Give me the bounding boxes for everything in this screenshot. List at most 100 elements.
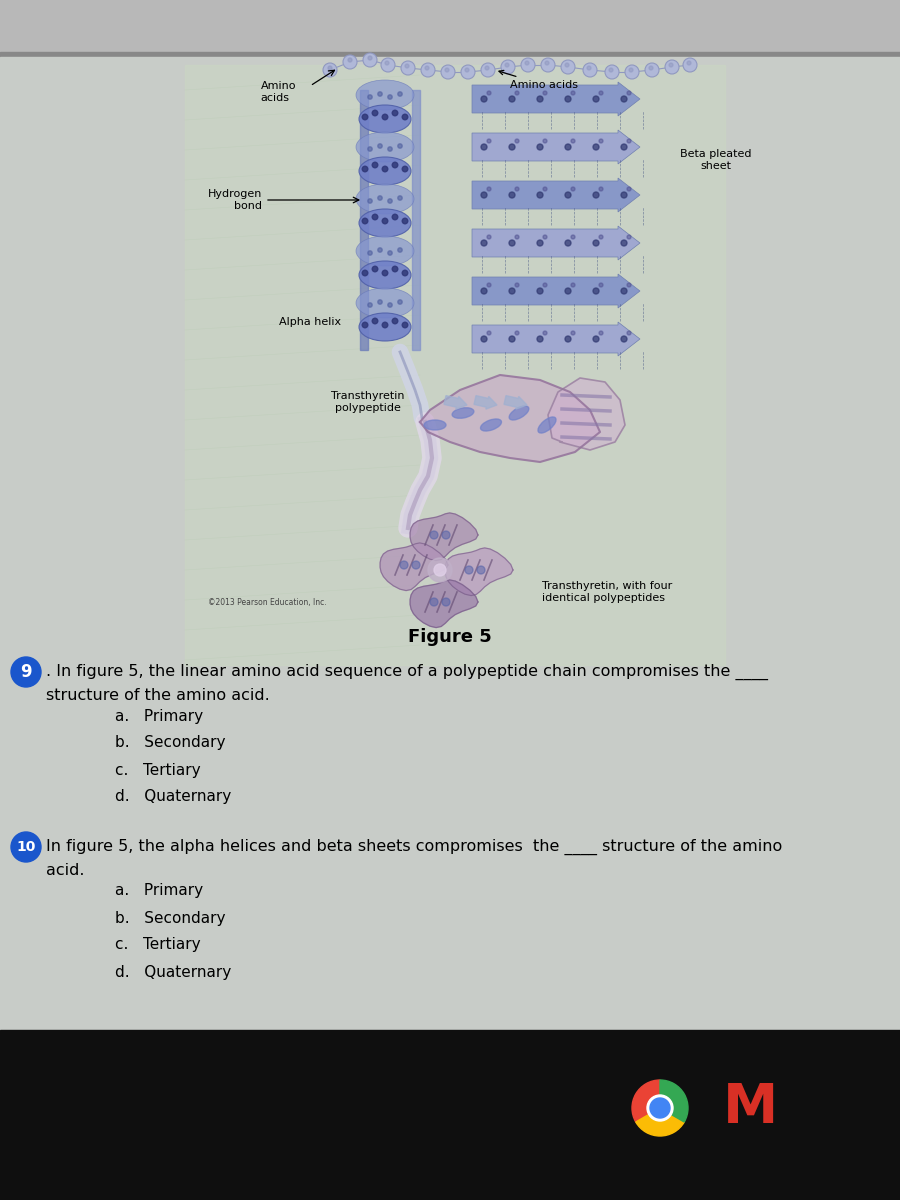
- Bar: [0, 670, 900, 1030]
- Circle shape: [487, 331, 491, 335]
- Circle shape: [509, 240, 515, 246]
- Circle shape: [368, 251, 373, 256]
- Circle shape: [402, 114, 408, 120]
- Circle shape: [323, 62, 337, 77]
- Circle shape: [368, 302, 373, 307]
- Circle shape: [537, 288, 543, 294]
- Ellipse shape: [356, 132, 414, 162]
- Circle shape: [627, 139, 631, 143]
- Circle shape: [543, 187, 547, 191]
- Text: b.   Secondary: b. Secondary: [115, 911, 226, 925]
- Ellipse shape: [359, 313, 411, 341]
- Circle shape: [629, 68, 633, 72]
- Circle shape: [381, 58, 395, 72]
- Circle shape: [571, 139, 575, 143]
- Circle shape: [509, 96, 515, 102]
- Text: In figure 5, the alpha helices and beta sheets compromises  the ____ structure o: In figure 5, the alpha helices and beta …: [46, 839, 782, 856]
- Circle shape: [398, 144, 402, 148]
- FancyArrow shape: [474, 396, 497, 409]
- Circle shape: [398, 247, 402, 252]
- Circle shape: [368, 95, 373, 100]
- Circle shape: [343, 55, 357, 68]
- Circle shape: [515, 187, 519, 191]
- Ellipse shape: [359, 260, 411, 289]
- Bar: [0, 1030, 900, 1200]
- Circle shape: [647, 1094, 673, 1121]
- Circle shape: [565, 288, 571, 294]
- Circle shape: [627, 187, 631, 191]
- Circle shape: [649, 66, 653, 70]
- Circle shape: [402, 166, 408, 172]
- Polygon shape: [548, 378, 625, 450]
- Ellipse shape: [356, 288, 414, 318]
- Circle shape: [373, 110, 378, 116]
- Circle shape: [509, 288, 515, 294]
- Text: Amino acids: Amino acids: [499, 71, 578, 90]
- Circle shape: [412, 560, 420, 569]
- Circle shape: [561, 60, 575, 74]
- Circle shape: [485, 66, 489, 70]
- Ellipse shape: [356, 184, 414, 214]
- Circle shape: [621, 240, 627, 246]
- FancyArrow shape: [472, 178, 640, 212]
- Ellipse shape: [481, 419, 501, 431]
- Circle shape: [621, 144, 627, 150]
- Circle shape: [362, 114, 368, 120]
- Circle shape: [362, 270, 368, 276]
- Circle shape: [565, 192, 571, 198]
- Bar: [412, 90, 420, 350]
- Circle shape: [669, 62, 673, 67]
- Circle shape: [627, 331, 631, 335]
- Text: Transthyretin
polypeptide: Transthyretin polypeptide: [331, 391, 405, 413]
- Wedge shape: [660, 1080, 688, 1122]
- Circle shape: [543, 235, 547, 239]
- Circle shape: [525, 61, 529, 65]
- Text: Hydrogen
bond: Hydrogen bond: [208, 190, 262, 211]
- Circle shape: [537, 336, 543, 342]
- Circle shape: [442, 598, 450, 606]
- Circle shape: [461, 65, 475, 79]
- Circle shape: [501, 60, 515, 74]
- Circle shape: [571, 235, 575, 239]
- Circle shape: [627, 283, 631, 287]
- Circle shape: [515, 91, 519, 95]
- Circle shape: [402, 322, 408, 328]
- Text: ©2013 Pearson Education, Inc.: ©2013 Pearson Education, Inc.: [208, 598, 327, 606]
- Circle shape: [650, 1098, 670, 1118]
- Text: Alpha helix: Alpha helix: [279, 317, 341, 326]
- Text: 9: 9: [20, 662, 32, 680]
- Circle shape: [402, 270, 408, 276]
- Text: Transthyretin, with four
identical polypeptides: Transthyretin, with four identical polyp…: [542, 581, 672, 602]
- Circle shape: [382, 166, 388, 172]
- Circle shape: [609, 68, 613, 72]
- Circle shape: [541, 58, 555, 72]
- Bar: [360, 90, 368, 350]
- Circle shape: [543, 283, 547, 287]
- Bar: [0, 56, 900, 670]
- Circle shape: [382, 322, 388, 328]
- Circle shape: [627, 91, 631, 95]
- Circle shape: [625, 65, 639, 79]
- Text: Figure 5: Figure 5: [408, 628, 492, 646]
- Circle shape: [599, 187, 603, 191]
- Circle shape: [571, 187, 575, 191]
- Circle shape: [509, 192, 515, 198]
- Circle shape: [487, 187, 491, 191]
- Circle shape: [683, 58, 697, 72]
- Ellipse shape: [359, 104, 411, 133]
- Circle shape: [481, 62, 495, 77]
- Circle shape: [400, 560, 408, 569]
- Circle shape: [537, 240, 543, 246]
- Circle shape: [362, 166, 368, 172]
- Circle shape: [405, 64, 409, 68]
- Circle shape: [565, 62, 569, 67]
- Wedge shape: [632, 1080, 660, 1122]
- Circle shape: [565, 144, 571, 150]
- Bar: [185, 65, 725, 665]
- Ellipse shape: [424, 420, 446, 430]
- Circle shape: [545, 61, 549, 65]
- Circle shape: [571, 91, 575, 95]
- Circle shape: [593, 144, 599, 150]
- Circle shape: [430, 530, 438, 539]
- Text: 10: 10: [16, 840, 36, 854]
